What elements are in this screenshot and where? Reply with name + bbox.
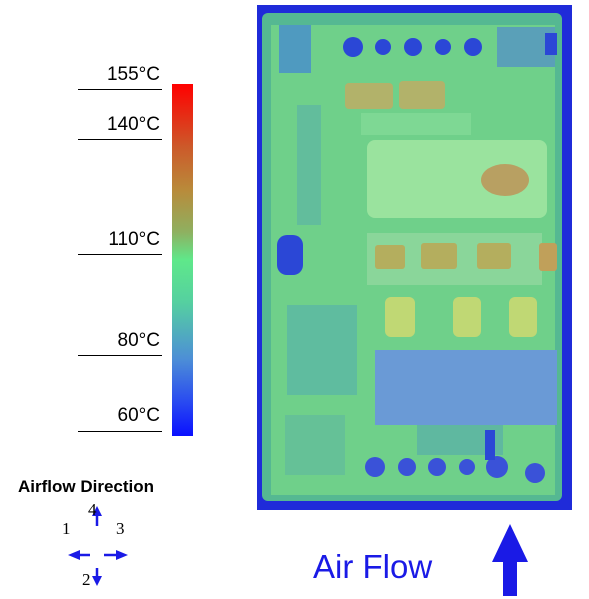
middle-hotspots — [287, 233, 557, 395]
lower-block — [375, 350, 557, 425]
temperature-colorbar — [172, 84, 193, 436]
direction-1-label: 1 — [62, 519, 71, 538]
airflow-direction-compass — [68, 506, 128, 586]
arrow-down-head-icon — [92, 576, 102, 586]
airflow-direction-title: Airflow Direction — [18, 477, 155, 496]
scale-tick-140 — [78, 139, 162, 140]
scale-label-110: 110°C — [108, 229, 160, 250]
bottom-connectors — [285, 415, 545, 483]
direction-3-label: 3 — [116, 519, 125, 538]
scale-tick-80 — [78, 355, 162, 356]
upper-hotspots — [277, 81, 547, 275]
thermal-board-image — [257, 5, 572, 510]
scale-label-80: 80°C — [117, 330, 160, 351]
scale-tick-60 — [78, 431, 162, 432]
scale-tick-110 — [78, 254, 162, 255]
arrow-left-head-icon — [68, 550, 80, 560]
air-flow-arrow-icon — [492, 524, 528, 596]
scale-label-60: 60°C — [117, 405, 160, 426]
arrow-up-head-icon — [92, 506, 102, 516]
top-connectors — [279, 25, 557, 73]
scale-tick-155 — [78, 89, 162, 90]
arrow-right-head-icon — [116, 550, 128, 560]
scale-label-140: 140°C — [106, 114, 160, 135]
direction-4-label: 4 — [88, 500, 97, 519]
direction-2-label: 2 — [82, 570, 91, 589]
air-flow-label: Air Flow — [313, 548, 433, 585]
scale-label-155: 155°C — [106, 64, 160, 85]
